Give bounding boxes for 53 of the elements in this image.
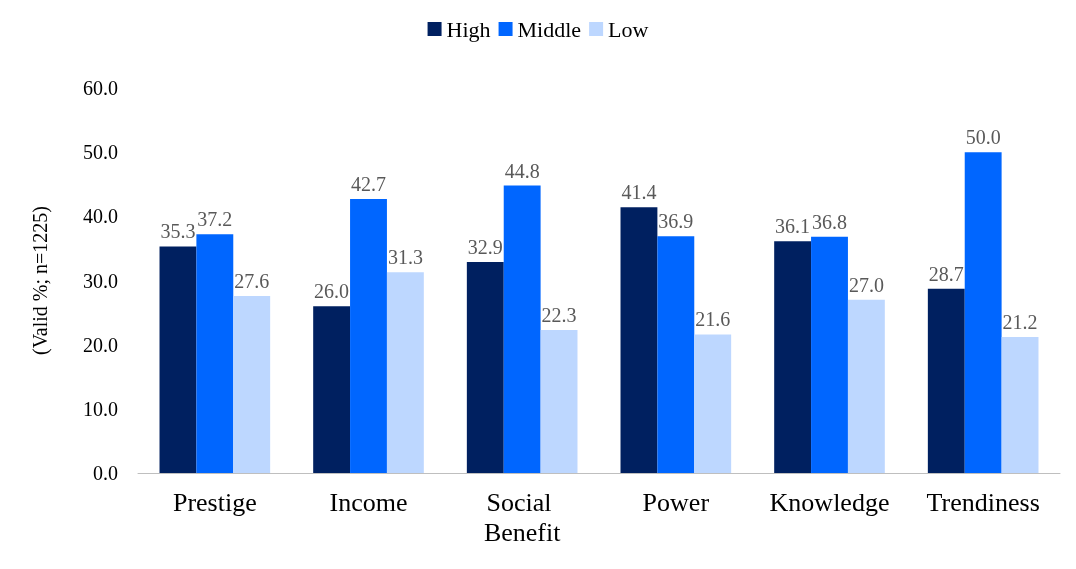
data-label: 42.7	[351, 173, 386, 196]
data-label: 36.8	[812, 210, 847, 233]
y-tick-label: 20.0	[83, 333, 118, 356]
bar	[196, 234, 234, 473]
bar	[159, 246, 197, 473]
y-tick-label: 60.0	[83, 77, 118, 99]
bar	[466, 261, 504, 473]
legend-label: Low	[608, 16, 649, 42]
x-tick-label: Trendiness	[926, 487, 1040, 517]
data-label: 26.0	[314, 280, 350, 303]
x-tick-label: Social Benefit	[483, 487, 562, 547]
x-tick-label: Prestige	[172, 487, 257, 517]
legend-label: Middle	[517, 16, 582, 42]
y-axis-title: (Valid %; n=1225)	[29, 205, 52, 356]
data-label: 41.4	[621, 181, 657, 204]
data-label: 27.6	[234, 269, 270, 292]
y-tick-label: 30.0	[83, 269, 118, 292]
bar	[350, 199, 387, 473]
data-label: 21.2	[1002, 310, 1038, 333]
y-tick-label: 40.0	[83, 205, 118, 228]
legend-label: High	[446, 16, 491, 42]
data-label: 35.3	[160, 220, 196, 243]
data-label: 44.8	[504, 159, 540, 182]
bar	[774, 241, 812, 473]
bar	[386, 272, 424, 473]
bar	[503, 185, 541, 473]
y-tick-label: 0.0	[93, 462, 118, 484]
bar	[927, 288, 965, 473]
y-tick-label: 50.0	[83, 141, 118, 164]
bar	[540, 329, 578, 473]
data-label: 27.0	[848, 273, 884, 296]
bar	[233, 295, 271, 473]
bar	[313, 306, 351, 473]
bar	[1001, 336, 1039, 473]
data-label: 36.9	[658, 210, 694, 233]
data-label: 22.3	[541, 303, 577, 326]
x-tick-label: Knowledge	[769, 487, 890, 517]
data-label: 50.0	[965, 126, 1001, 149]
y-tick-label: 10.0	[83, 397, 118, 420]
data-label: 21.6	[695, 308, 731, 331]
x-tick-label: Power	[642, 487, 710, 517]
bar	[694, 334, 732, 473]
data-label: 31.3	[387, 246, 423, 269]
data-label: 28.7	[928, 262, 964, 285]
bar	[811, 236, 848, 473]
bar	[847, 299, 885, 473]
data-label: 37.2	[197, 208, 233, 231]
bar	[620, 207, 658, 473]
bar	[964, 152, 1002, 473]
bar	[657, 236, 695, 473]
data-label: 36.1	[775, 215, 811, 238]
data-label: 32.9	[467, 235, 503, 258]
x-tick-label: Income	[329, 487, 408, 517]
